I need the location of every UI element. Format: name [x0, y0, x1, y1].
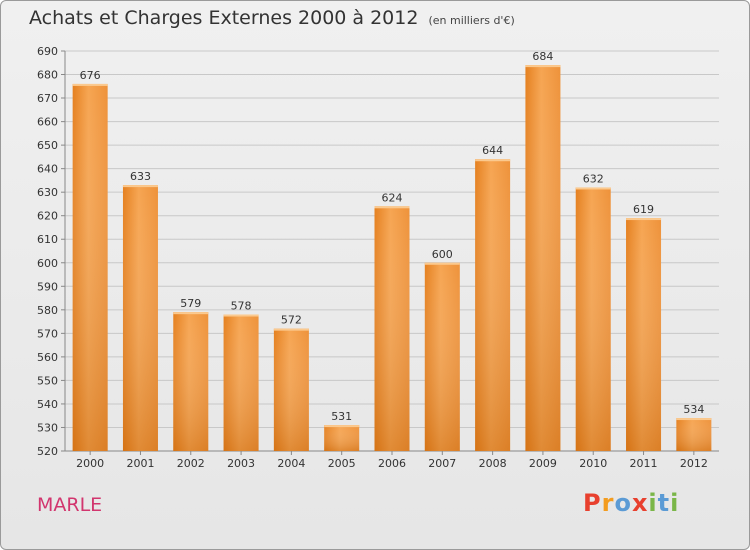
- y-tick-label: 560: [37, 351, 58, 364]
- bar-top-2006: [374, 206, 410, 209]
- x-tick-label: 2011: [630, 457, 658, 470]
- x-tick-label: 2009: [529, 457, 557, 470]
- bar-shade-2001: [122, 185, 158, 451]
- x-tick-label: 2003: [227, 457, 255, 470]
- bar-shade-2009: [525, 65, 561, 451]
- y-tick-label: 530: [37, 421, 58, 434]
- y-tick-label: 640: [37, 163, 58, 176]
- y-tick-label: 600: [37, 257, 58, 270]
- bars: 676 633 579 578 572 531 624 600 644 684 632 619 534: [72, 50, 712, 452]
- y-tick-label: 540: [37, 398, 58, 411]
- bar-shade-2007: [424, 262, 460, 451]
- logo-letter: r: [601, 489, 615, 517]
- logo-letter: i: [648, 489, 658, 517]
- y-tick-label: 660: [37, 116, 58, 129]
- value-label-2004: 572: [281, 314, 302, 327]
- value-label-2003: 578: [231, 300, 252, 313]
- x-tick-label: 2006: [378, 457, 406, 470]
- value-label-2005: 531: [331, 410, 352, 423]
- value-label-2009: 684: [532, 50, 553, 63]
- logo-letter: x: [631, 489, 649, 517]
- value-label-2006: 624: [382, 191, 403, 204]
- y-tick-label: 670: [37, 92, 58, 105]
- bar-top-2001: [122, 185, 158, 188]
- x-tick-label: 2008: [479, 457, 507, 470]
- value-label-2002: 579: [180, 297, 201, 310]
- y-tick-label: 590: [37, 280, 58, 293]
- bar-shade-2012: [676, 418, 712, 451]
- bar-top-2009: [525, 65, 561, 68]
- bar-shade-2005: [324, 425, 360, 451]
- value-label-2007: 600: [432, 248, 453, 261]
- y-tick-label: 680: [37, 69, 58, 82]
- x-tick-label: 2004: [277, 457, 305, 470]
- x-tick-label: 2007: [428, 457, 456, 470]
- bar-top-2003: [223, 314, 259, 317]
- proxiti-logo: Proxiti: [583, 489, 679, 517]
- bar-top-2004: [273, 328, 309, 331]
- value-label-2001: 633: [130, 170, 151, 183]
- x-tick-label: 2005: [328, 457, 356, 470]
- x-tick-label: 2001: [126, 457, 154, 470]
- chart-title: Achats et Charges Externes 2000 à 2012 (e…: [29, 7, 515, 29]
- value-label-2011: 619: [633, 203, 654, 216]
- bar-top-2011: [626, 218, 662, 221]
- bar-shade-2010: [575, 187, 611, 451]
- y-tick-label: 620: [37, 210, 58, 223]
- value-label-2010: 632: [583, 172, 604, 185]
- bar-top-2008: [475, 159, 511, 162]
- logo-letter: o: [614, 489, 632, 517]
- value-label-2012: 534: [683, 403, 704, 416]
- x-tick-label: 2000: [76, 457, 104, 470]
- logo-letter: P: [583, 489, 602, 517]
- y-tick-label: 570: [37, 327, 58, 340]
- x-tick-label: 2010: [579, 457, 607, 470]
- logo-letter: t: [657, 489, 671, 517]
- bar-shade-2008: [475, 159, 511, 451]
- y-tick-label: 580: [37, 304, 58, 317]
- x-tick-label: 2002: [177, 457, 205, 470]
- bar-top-2012: [676, 418, 712, 421]
- axes: 520 530 540 550 560 570 580 590 600 610 620 630 640 6…: [37, 45, 719, 470]
- y-tick-label: 650: [37, 139, 58, 152]
- y-tick-label: 550: [37, 374, 58, 387]
- bar-shade-2002: [173, 312, 209, 451]
- bar-shade-2003: [223, 314, 259, 451]
- logo-letter: i: [670, 489, 680, 517]
- bar-top-2007: [424, 262, 460, 265]
- y-tick-label: 630: [37, 186, 58, 199]
- bar-top-2002: [173, 312, 209, 315]
- bar-top-2000: [72, 83, 108, 86]
- bar-shade-2004: [273, 328, 309, 451]
- commune-name: MARLE: [37, 494, 103, 516]
- x-tick-label: 2012: [680, 457, 708, 470]
- y-tick-label: 610: [37, 233, 58, 246]
- chart-subtitle: (en milliers d'€): [428, 14, 515, 27]
- bar-shade-2006: [374, 206, 410, 451]
- bar-shade-2000: [72, 83, 108, 452]
- y-tick-label: 690: [37, 45, 58, 58]
- value-label-2008: 644: [482, 144, 503, 157]
- bar-shade-2011: [626, 218, 662, 451]
- value-label-2000: 676: [80, 69, 101, 82]
- bar-top-2010: [575, 187, 611, 190]
- y-tick-label: 520: [37, 445, 58, 458]
- chart-title-text: Achats et Charges Externes 2000 à 2012: [29, 7, 419, 29]
- bar-top-2005: [324, 425, 360, 428]
